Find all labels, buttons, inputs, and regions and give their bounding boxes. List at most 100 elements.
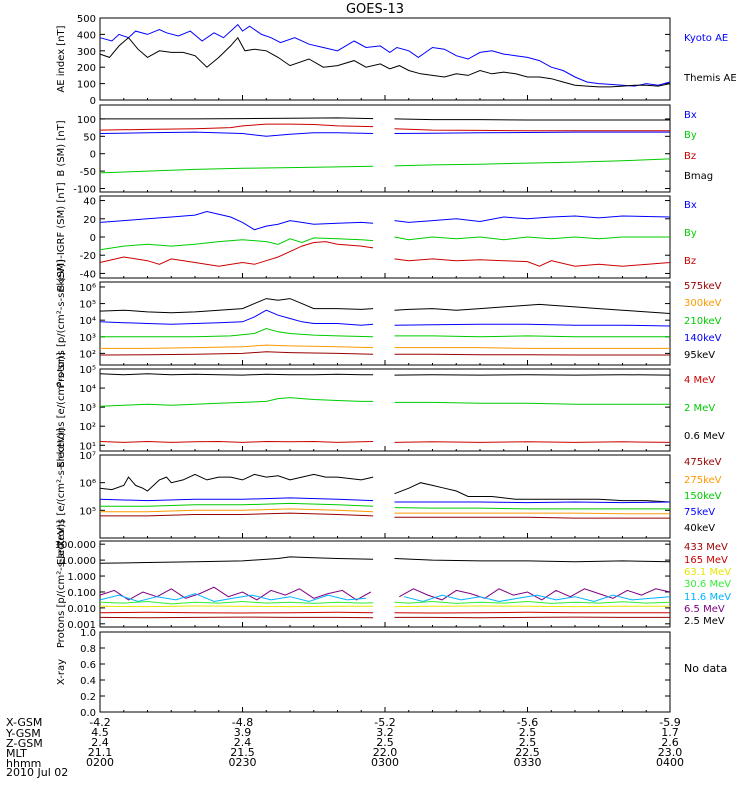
- y-tick-label: 100: [77, 115, 96, 126]
- series-line: [394, 516, 670, 519]
- series-line: [99, 593, 367, 603]
- series-line: [100, 502, 374, 507]
- y-tick-label: 10⁶: [79, 479, 96, 490]
- series-line: [100, 512, 374, 517]
- legend-entry: 4 MeV: [684, 375, 715, 386]
- y-axis-label: Electrons [e/(cm²-s-sr-keV)]: [56, 428, 67, 565]
- series-line: [394, 118, 670, 121]
- y-tick-label: 0: [90, 150, 96, 161]
- legend-entry: Bz: [684, 151, 696, 162]
- y-axis-label: Protons [p/(cm²-s-sr-keV)]: [56, 259, 67, 387]
- y-tick-label: 100.000: [55, 540, 96, 551]
- y-tick-label: 10²: [79, 422, 96, 433]
- series-line: [100, 344, 374, 349]
- legend-entry: 0.6 MeV: [684, 431, 725, 442]
- y-axis-label: Electrons [e/(cm²-s-sr)]: [56, 352, 67, 468]
- series-line: [394, 353, 670, 356]
- footer-value: 21.5: [230, 746, 255, 759]
- footer-value: -5.6: [517, 716, 538, 729]
- series-line: [99, 241, 374, 267]
- footer-row-label: Z-GSM: [6, 737, 43, 750]
- legend-entry: 275keV: [684, 475, 722, 486]
- series-line: [99, 616, 374, 619]
- panel-frame: [99, 631, 671, 713]
- series-line: [99, 440, 374, 443]
- legend-entry: 300keV: [684, 298, 722, 309]
- series-line: [394, 258, 671, 267]
- legend-entry: 30.6 MeV: [684, 579, 731, 590]
- y-tick-label: 10⁴: [79, 384, 96, 395]
- footer-row-label: X-GSM: [6, 716, 42, 729]
- y-tick-label: 10⁵: [79, 300, 96, 311]
- y-tick-label: 0: [90, 96, 96, 107]
- y-tick-label: 50: [83, 132, 96, 143]
- y-tick-label: 100: [77, 80, 96, 91]
- panel-frame: [99, 104, 671, 193]
- series-line: [99, 123, 374, 131]
- series-line: [100, 327, 374, 338]
- series-line: [394, 605, 670, 608]
- legend-entry: Bz: [684, 256, 696, 267]
- legend-entry: 210keV: [684, 316, 722, 327]
- footer-value: 0400: [656, 756, 684, 769]
- y-axis-label: B (SM) [nT]: [56, 120, 67, 176]
- footer-value: 2.5: [519, 736, 537, 749]
- footer-row-label: Y-GSM: [5, 727, 41, 740]
- panel-frame: [99, 454, 671, 539]
- y-tick-label: 0.4: [80, 676, 96, 687]
- legend-entry: 165 MeV: [684, 555, 728, 566]
- series-line: [99, 131, 374, 137]
- footer-date: 2010 Jul 02: [6, 766, 69, 779]
- series-line: [394, 512, 670, 515]
- panel-frame: [99, 540, 671, 628]
- y-tick-label: -50: [80, 167, 96, 178]
- chart-title: GOES-13: [345, 2, 404, 17]
- series-line: [394, 335, 670, 338]
- y-tick-label: 300: [77, 47, 96, 58]
- series-line: [99, 309, 374, 326]
- y-tick-label: 40: [83, 197, 96, 208]
- y-tick-label: 0.2: [80, 692, 96, 703]
- series-line: [99, 605, 374, 608]
- panel-frame: [99, 368, 671, 452]
- legend-entry: 150keV: [684, 491, 722, 502]
- y-tick-label: 10¹: [79, 441, 96, 452]
- legend-entry: By: [684, 130, 697, 141]
- legend-entry: By: [684, 228, 697, 239]
- footer-value: 4.5: [91, 726, 109, 739]
- series-line: [99, 611, 374, 614]
- legend-entry: 95keV: [684, 350, 715, 361]
- series-line: [394, 600, 671, 604]
- y-axis-label: Protons [p/(cm²-s-sr-keV)]: [56, 520, 67, 648]
- legend-entry: 433 MeV: [684, 542, 728, 553]
- series-line: [99, 36, 671, 88]
- footer-value: 3.9: [234, 726, 252, 739]
- y-tick-label: 10³: [79, 403, 96, 414]
- footer-value: 21.1: [88, 746, 113, 759]
- y-tick-label: 10⁵: [79, 365, 96, 376]
- y-tick-label: 0.100: [67, 588, 96, 599]
- series-line: [394, 616, 670, 619]
- y-tick-label: 10⁴: [79, 316, 96, 327]
- y-tick-label: -40: [80, 269, 96, 280]
- y-tick-label: 500: [77, 14, 96, 25]
- xray-no-data-label: No data: [684, 662, 728, 675]
- legend-entry: 75keV: [684, 507, 715, 518]
- series-line: [394, 323, 671, 327]
- series-line: [99, 586, 372, 601]
- series-line: [394, 236, 670, 241]
- series-line: [99, 556, 374, 564]
- series-line: [99, 473, 374, 492]
- series-line: [99, 23, 671, 87]
- series-line: [394, 303, 671, 314]
- series-line: [394, 507, 670, 510]
- y-tick-label: -20: [80, 251, 96, 262]
- legend-entry: Kyoto AE: [684, 33, 728, 44]
- y-tick-label: 400: [77, 30, 96, 41]
- footer-row-label: MLT: [6, 747, 27, 760]
- legend-entry: 2.5 MeV: [684, 616, 725, 627]
- footer-value: 22.5: [515, 746, 540, 759]
- footer-value: 0300: [371, 756, 399, 769]
- footer-value: 1.7: [661, 726, 679, 739]
